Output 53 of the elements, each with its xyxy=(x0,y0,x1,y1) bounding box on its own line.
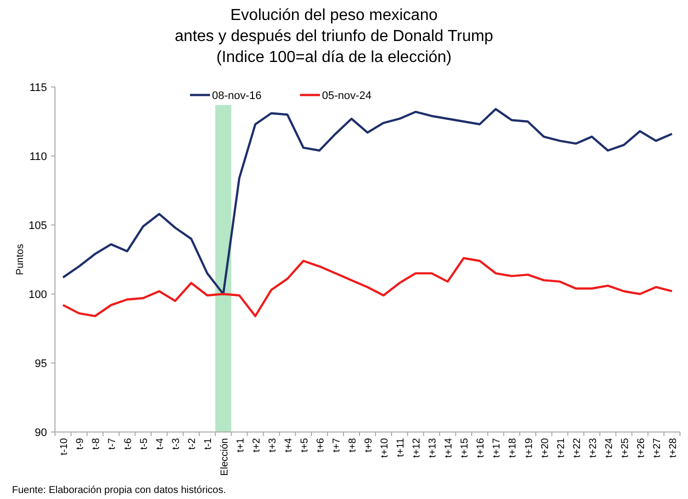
y-tick-label: 100 xyxy=(28,288,47,301)
x-tick-label: t-8 xyxy=(91,438,102,450)
x-tick-label: t+6 xyxy=(315,438,326,452)
x-tick-label: t-5 xyxy=(139,438,150,450)
x-tick-label: t-2 xyxy=(187,438,198,450)
x-tick-label: t-3 xyxy=(171,438,182,450)
y-tick-label: 95 xyxy=(34,358,47,370)
chart-title: Evolución del peso mexicano antes y después del triunfo de Donald Trump xyxy=(174,7,494,45)
x-tick-label: t-1 xyxy=(203,438,214,450)
x-tick-label: t+11 xyxy=(396,438,407,457)
x-tick-label: t+4 xyxy=(283,438,294,452)
source-note: Fuente: Elaboración propia con datos históricos. xyxy=(12,485,226,496)
legend-label: 08-nov-16 xyxy=(212,90,262,102)
x-tick-label: t+15 xyxy=(460,438,471,458)
x-tick-label: t-6 xyxy=(123,438,134,450)
x-tick-label: t-4 xyxy=(155,438,166,450)
x-tick-label: t+21 xyxy=(556,438,567,458)
x-tick-label: t+8 xyxy=(347,438,358,452)
x-tick-label: t-9 xyxy=(75,438,86,450)
x-tick-label: t+1 xyxy=(235,438,246,452)
x-tick-label: t+5 xyxy=(299,438,310,452)
x-tick-label: t+12 xyxy=(412,438,423,458)
x-tick-label: t-7 xyxy=(107,438,118,450)
line-series xyxy=(62,257,674,318)
x-tick-label: Elección xyxy=(219,438,230,476)
x-tick-label: t+19 xyxy=(524,438,535,458)
x-tick-label: t+2 xyxy=(251,438,262,452)
x-tick-label: t+18 xyxy=(508,438,519,458)
legend-label: 05-nov-24 xyxy=(322,90,372,102)
x-tick-label: t+28 xyxy=(668,438,679,458)
x-tick-label: t+25 xyxy=(620,438,631,458)
x-tick-label: t+7 xyxy=(331,438,342,452)
x-tick-label: t+17 xyxy=(492,438,503,458)
x-tick-label: t+24 xyxy=(604,438,615,458)
y-axis-title: Puntos xyxy=(15,244,26,276)
line-series xyxy=(62,108,674,296)
x-tick-label: t+10 xyxy=(380,438,391,458)
chart-subtitle: (Indice 100=al día de la elección) xyxy=(216,49,452,66)
x-tick-label: t-10 xyxy=(59,438,70,456)
x-tick-label: t+3 xyxy=(267,438,278,452)
x-tick-label: t+20 xyxy=(540,438,551,458)
x-tick-label: t+23 xyxy=(588,438,599,458)
y-tick-label: 90 xyxy=(34,426,47,439)
y-tick-label: 105 xyxy=(28,220,47,232)
x-tick-label: t+16 xyxy=(476,438,487,458)
x-tick-label: t+27 xyxy=(652,438,663,458)
x-tick-label: t+13 xyxy=(428,438,439,458)
y-tick-label: 115 xyxy=(29,82,47,94)
x-tick-label: t+14 xyxy=(444,438,455,458)
x-tick-label: t+26 xyxy=(636,438,647,458)
x-tick-label: t+22 xyxy=(572,438,583,458)
x-tick-label: t+9 xyxy=(364,438,374,452)
y-tick-label: 110 xyxy=(29,150,47,163)
